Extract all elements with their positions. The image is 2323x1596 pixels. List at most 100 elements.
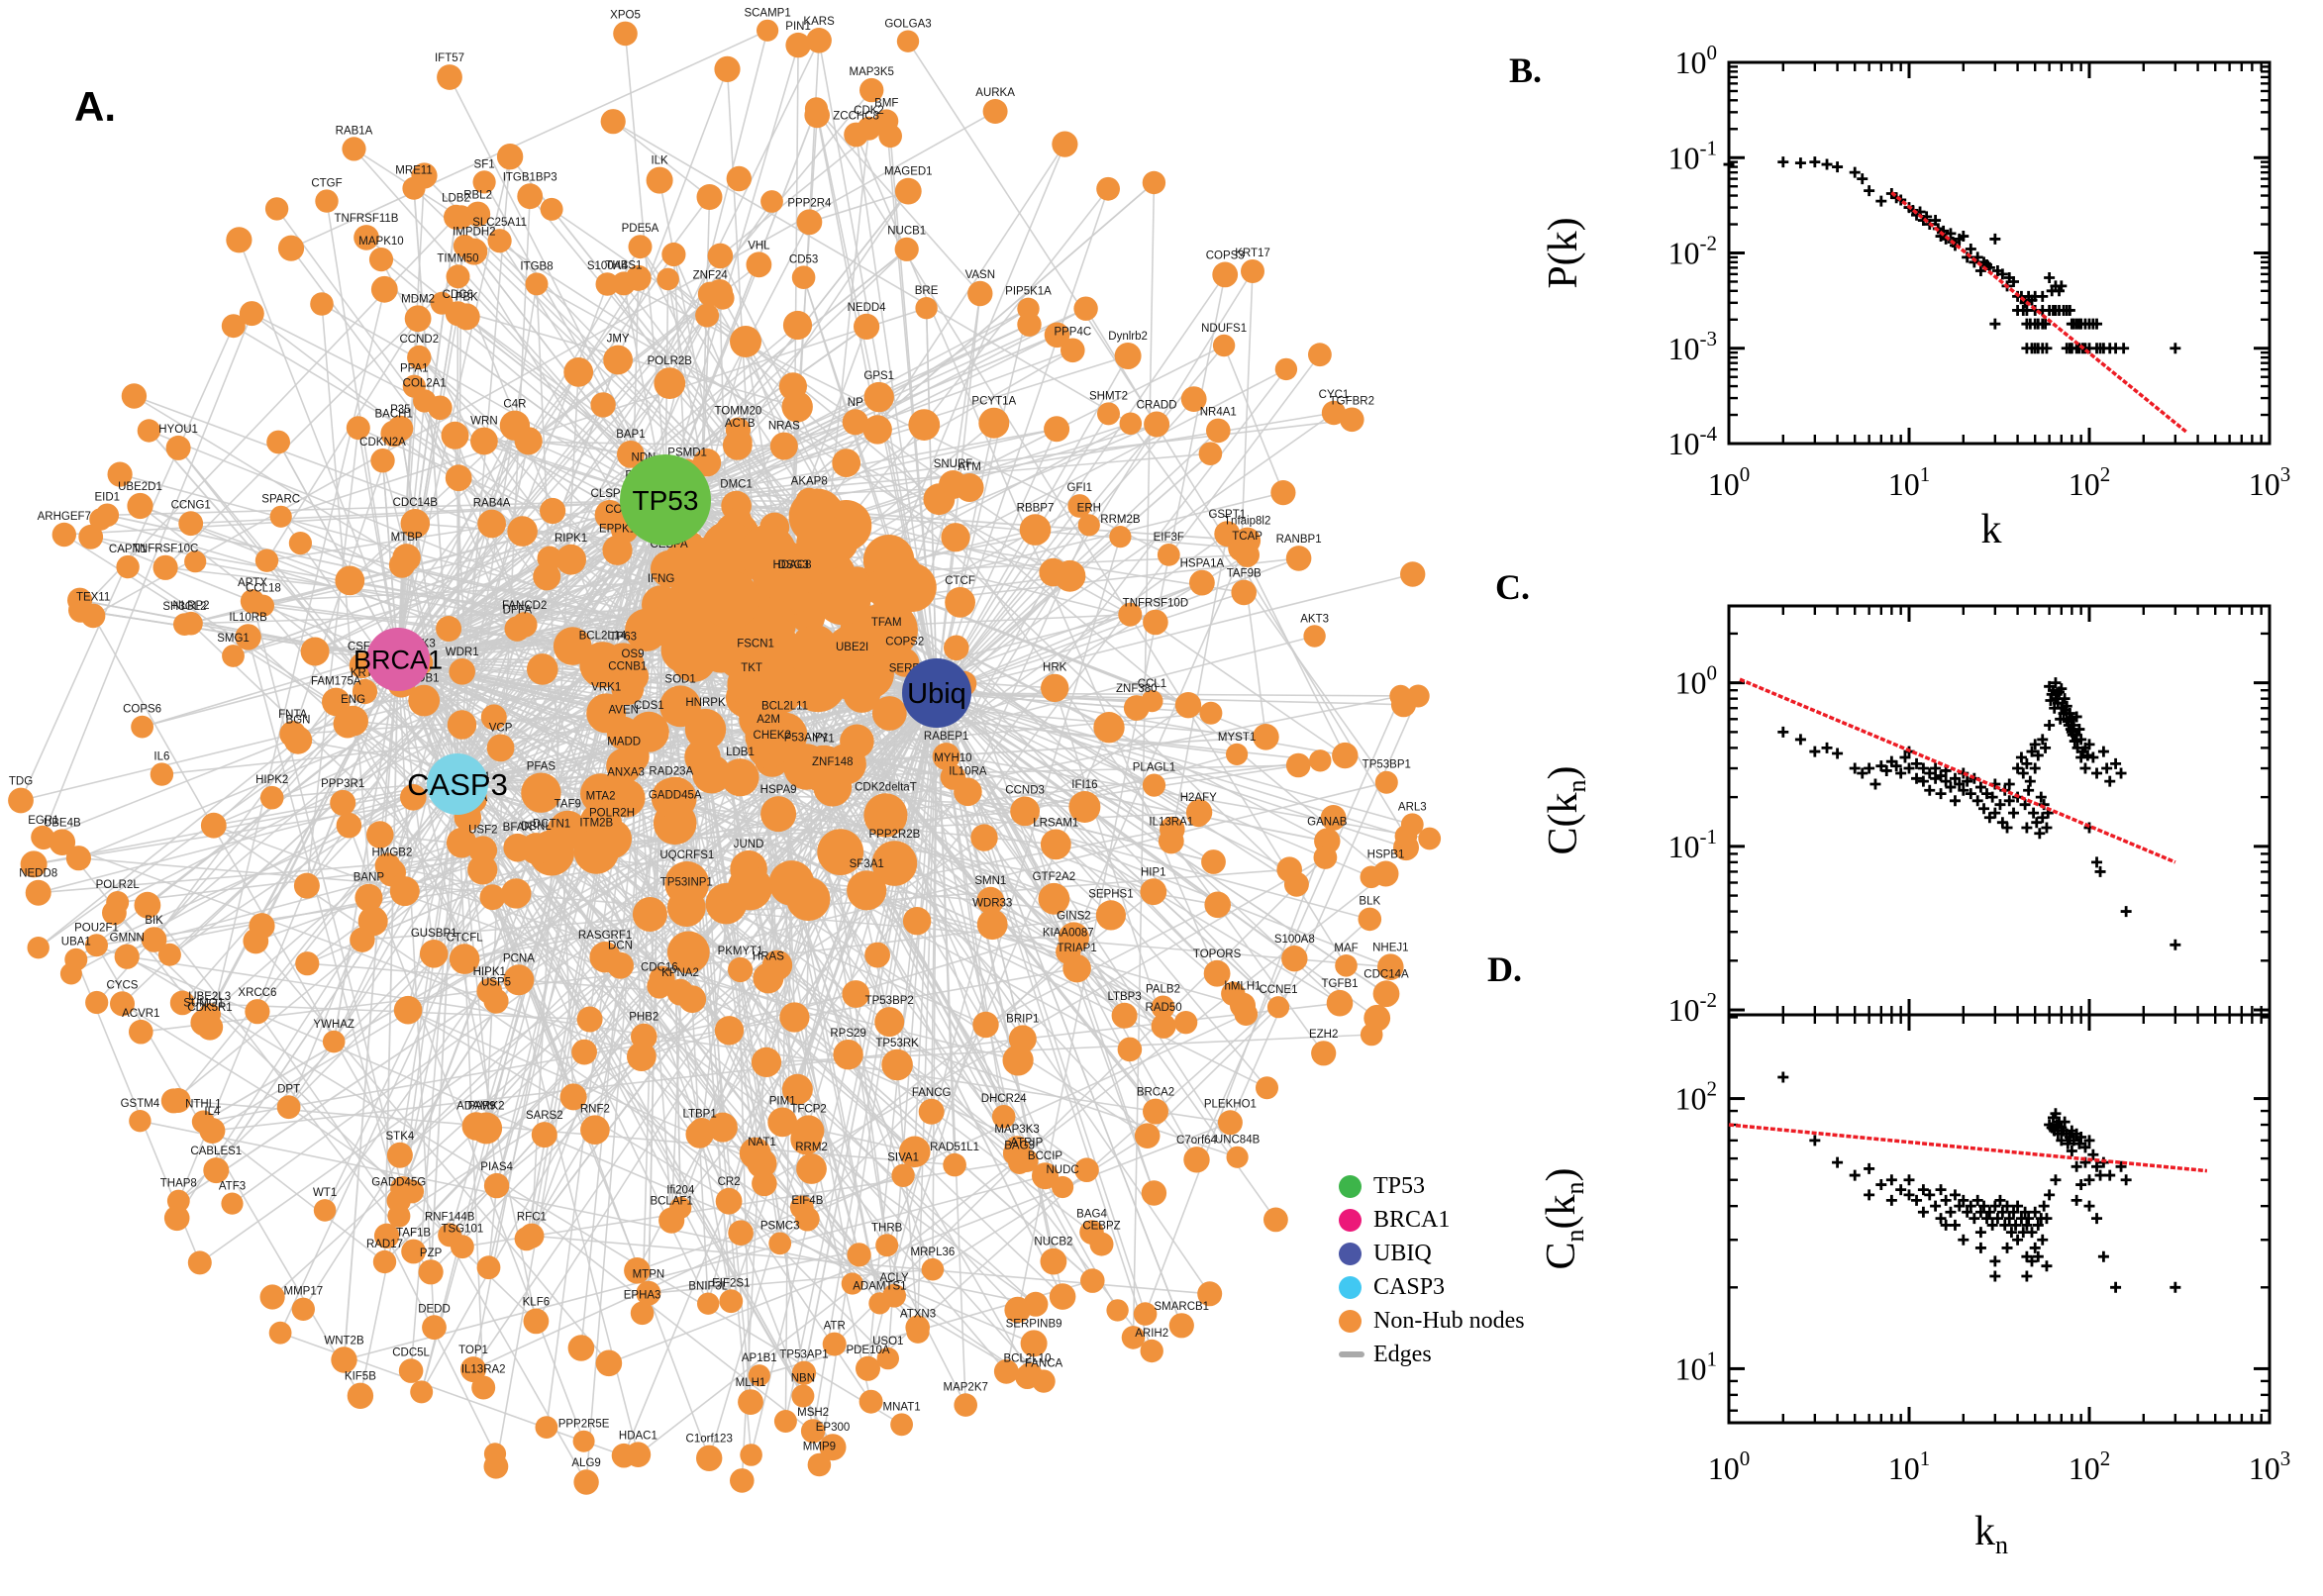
network-node (428, 395, 453, 421)
node-label: EIF4B (791, 1195, 823, 1207)
node-label: JMY (607, 334, 630, 346)
network-node (411, 162, 438, 189)
network-node (752, 1170, 777, 1197)
network-node (1241, 259, 1264, 283)
node-label: BIK (145, 915, 163, 927)
network-node (27, 937, 50, 959)
network-node (1052, 131, 1078, 157)
network-node (449, 658, 476, 685)
node-label: PCNA (503, 952, 535, 964)
node-label: H2AFY (1180, 792, 1217, 804)
node-label: NUDC (1046, 1164, 1078, 1176)
node-label: HIPK1 (473, 966, 506, 978)
node-label: TIMM50 (437, 252, 478, 264)
data-points (1777, 677, 2181, 950)
node-label: ADAMTS1 (853, 1280, 906, 1292)
tick-label: 102 (2069, 1446, 2111, 1486)
network-node (696, 184, 723, 210)
hub-label-tp53: TP53 (633, 485, 699, 516)
node-label: AKT3 (1300, 613, 1329, 625)
network-node (1183, 1147, 1210, 1173)
node-label: ARIH2 (1135, 1328, 1168, 1340)
node-label: PLEKHO1 (1204, 1098, 1257, 1110)
node-label: RAD51L1 (930, 1142, 979, 1153)
node-label: TCAP (1232, 531, 1262, 543)
node-label: ZNF24 (693, 270, 729, 282)
network-node (1002, 1141, 1028, 1166)
network-node (854, 313, 880, 340)
network-node (279, 721, 307, 748)
node-label: RBL2 (463, 190, 492, 202)
network-node (134, 891, 161, 919)
network-node (116, 554, 140, 579)
network-node (806, 28, 832, 53)
node-swatch-icon (1339, 1242, 1362, 1265)
network-node (757, 19, 779, 42)
node-label: PHB2 (629, 1012, 658, 1024)
node-label: SCAMP1 (744, 8, 790, 20)
node-label: KIAA0087 (1043, 928, 1094, 940)
network-node (714, 1016, 745, 1046)
node-label: FANCA (1025, 1357, 1063, 1369)
network-node (521, 772, 561, 813)
node-label: PPP2R2B (869, 829, 921, 841)
node-label: POU2F1 (74, 922, 119, 934)
network-node (825, 744, 866, 785)
network-node (572, 1430, 595, 1452)
network-node (67, 587, 93, 613)
node-label: CCND3 (1005, 785, 1045, 797)
network-node (1212, 261, 1239, 288)
network-node (1049, 1283, 1076, 1310)
panel-b-label: B. (1509, 50, 1543, 90)
node-label: TP53AP1 (779, 1349, 828, 1361)
node-label: VRK1 (591, 681, 621, 693)
node-label: EPHA3 (624, 1290, 661, 1302)
network-node (470, 427, 498, 455)
node-label: CCND2 (399, 334, 439, 346)
hub-label-brca1: BRCA1 (354, 645, 443, 674)
network-node (157, 943, 181, 966)
network-node (1285, 546, 1312, 571)
network-node (868, 1292, 891, 1315)
node-label: MYST1 (1218, 732, 1256, 744)
node-label: MAP2K7 (944, 1381, 988, 1393)
node-label: TFAM (871, 617, 902, 629)
tick-label: 10-1 (1668, 825, 1718, 864)
network-node (858, 600, 918, 660)
network-node (603, 345, 633, 375)
network-node (110, 991, 135, 1017)
node-label: RABEP1 (924, 731, 968, 743)
network-node (871, 841, 918, 886)
network-node (862, 415, 892, 445)
node-label: CDC14B (393, 497, 439, 509)
node-label: NEDD8 (19, 868, 57, 880)
network-node (748, 1364, 770, 1387)
node-label: C1orf123 (686, 1434, 733, 1446)
network-node (954, 777, 982, 807)
network-node (727, 865, 772, 911)
network-node (368, 248, 394, 272)
network-node (1256, 1076, 1278, 1100)
network-node (760, 796, 797, 833)
network-node (617, 740, 650, 773)
network-node (714, 55, 741, 82)
node-label: MAP3K5 (850, 66, 894, 78)
network-node (711, 286, 735, 310)
node-label: CRADD (1137, 400, 1177, 412)
network-node (616, 660, 650, 693)
network-node (627, 1042, 656, 1071)
network-node (791, 265, 816, 290)
network-node (1418, 827, 1442, 850)
network-node (402, 374, 426, 398)
network-legend: TP53 BRCA1 UBIQ CASP3 Non-Hub nodes Edges (1339, 1169, 1525, 1371)
network-node (841, 1272, 863, 1295)
network-node (346, 416, 370, 441)
network-node (372, 1249, 397, 1274)
network-node (833, 1040, 863, 1070)
network-node (483, 1172, 510, 1199)
network-node (832, 449, 861, 477)
node-label: ERH (1077, 502, 1101, 514)
network-node (743, 612, 796, 665)
node-label: DSG3 (777, 559, 808, 571)
node-label: HRK (1043, 662, 1067, 674)
